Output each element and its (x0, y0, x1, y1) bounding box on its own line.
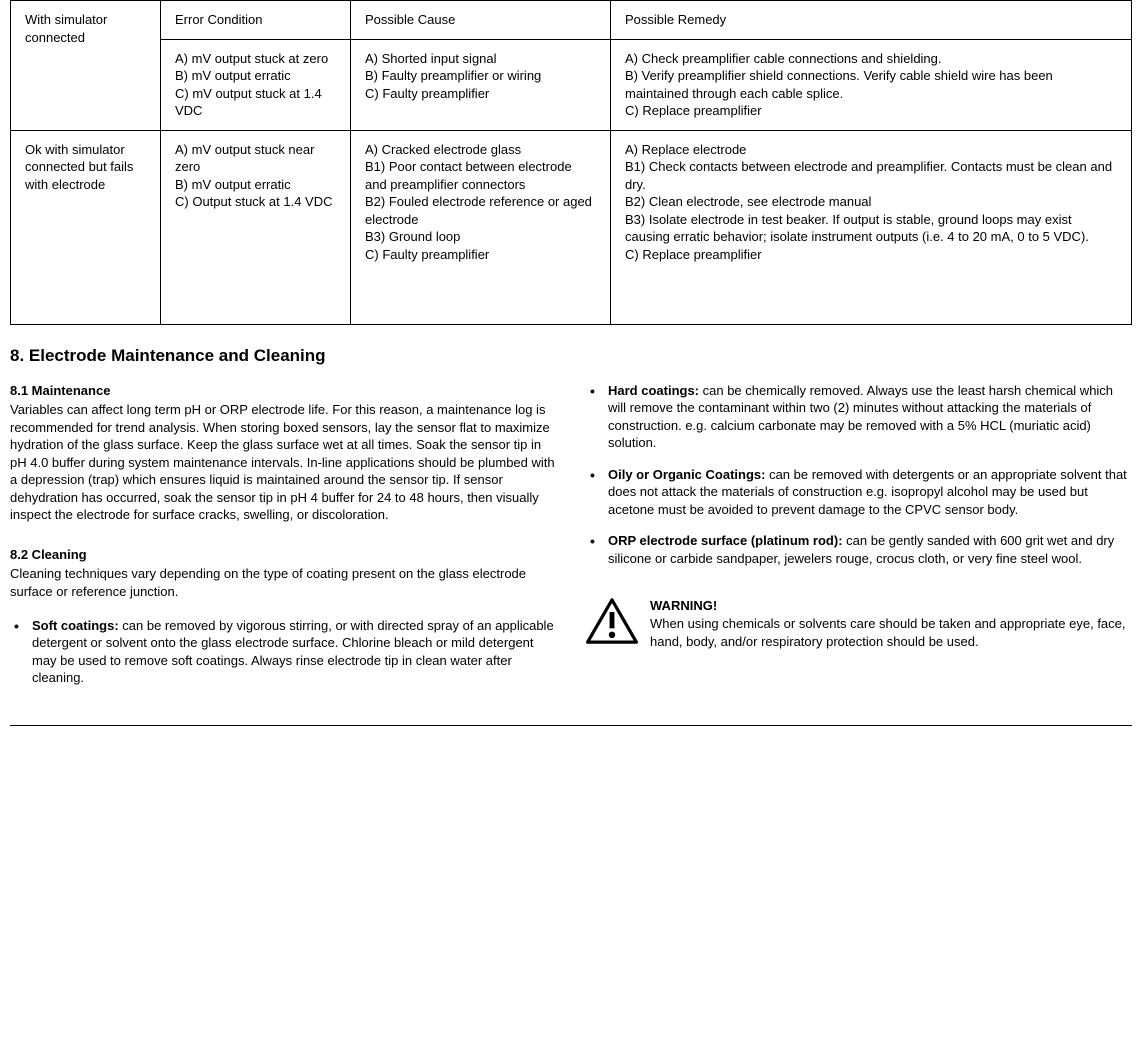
content-columns: 8.1 Maintenance Variables can affect lon… (10, 382, 1132, 701)
warning-title: WARNING! (650, 597, 1132, 615)
cell-remedy-header: Possible Remedy (611, 1, 1132, 40)
troubleshooting-table: With simulator connected Error Condition… (10, 0, 1132, 325)
cell-error-header: Error Condition (161, 1, 351, 40)
soft-coatings-item: Soft coatings: can be removed by vigorou… (10, 617, 556, 687)
soft-coatings-label: Soft coatings: (32, 618, 119, 633)
hard-coatings-item: Hard coatings: can be chemically removed… (586, 382, 1132, 452)
cell-condition-header: With simulator connected (11, 1, 161, 131)
oily-coatings-item: Oily or Organic Coatings: can be removed… (586, 466, 1132, 519)
sub-cleaning-body: Cleaning techniques vary depending on th… (10, 565, 556, 600)
cell-row1-cause: A) Shorted input signal B) Faulty preamp… (351, 39, 611, 130)
soft-coatings-list: Soft coatings: can be removed by vigorou… (10, 617, 556, 687)
sub-maintenance-body: Variables can affect long term pH or ORP… (10, 401, 556, 524)
cell-row2-remedy: A) Replace electrode B1) Check contacts … (611, 130, 1132, 324)
orp-label: ORP electrode surface (platinum rod): (608, 533, 843, 548)
cell-row1-error: A) mV output stuck at zero B) mV output … (161, 39, 351, 130)
warning-icon (586, 597, 638, 645)
left-column: 8.1 Maintenance Variables can affect lon… (10, 382, 556, 701)
oily-coatings-label: Oily or Organic Coatings: (608, 467, 765, 482)
sub-maintenance-title: 8.1 Maintenance (10, 382, 556, 400)
cell-row2-cause: A) Cracked electrode glass B1) Poor cont… (351, 130, 611, 324)
footer-rule (10, 725, 1132, 726)
coatings-list: Hard coatings: can be chemically removed… (586, 382, 1132, 568)
hard-coatings-label: Hard coatings: (608, 383, 699, 398)
warning-body: When using chemicals or solvents care sh… (650, 615, 1132, 650)
warning-box: WARNING! When using chemicals or solvent… (586, 597, 1132, 650)
section-title: 8. Electrode Maintenance and Cleaning (10, 345, 1132, 368)
cell-row1-remedy: A) Check preamplifier cable connections … (611, 39, 1132, 130)
orp-item: ORP electrode surface (platinum rod): ca… (586, 532, 1132, 567)
warning-text: WARNING! When using chemicals or solvent… (650, 597, 1132, 650)
right-column: Hard coatings: can be chemically removed… (586, 382, 1132, 701)
cell-cause-header: Possible Cause (351, 1, 611, 40)
cell-row2-error: A) mV output stuck near zero B) mV outpu… (161, 130, 351, 324)
sub-cleaning-title: 8.2 Cleaning (10, 546, 556, 564)
cell-row2-condition: Ok with simulator connected but fails wi… (11, 130, 161, 324)
